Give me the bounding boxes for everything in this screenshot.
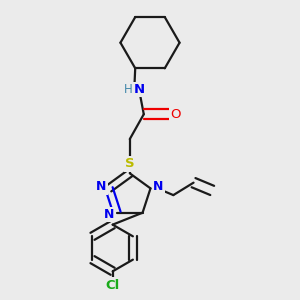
Text: H: H bbox=[124, 83, 133, 96]
Text: N: N bbox=[153, 180, 164, 193]
Text: Cl: Cl bbox=[106, 279, 120, 292]
Text: O: O bbox=[171, 108, 181, 121]
Text: N: N bbox=[134, 83, 145, 96]
Text: N: N bbox=[96, 180, 106, 193]
Text: S: S bbox=[125, 158, 135, 170]
Text: N: N bbox=[104, 208, 114, 221]
